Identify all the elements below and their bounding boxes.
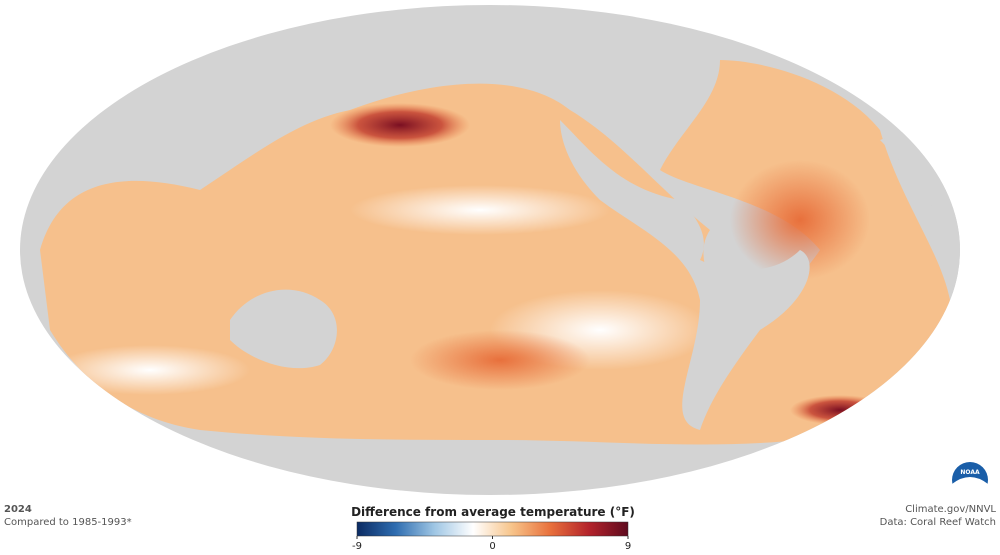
- source-credit: Climate.gov/NNVL: [905, 504, 996, 515]
- data-credit: Data: Coral Reef Watch: [880, 517, 996, 528]
- cool-patch: [50, 345, 250, 395]
- land-africa-europe: [880, 100, 960, 360]
- colorbar-tick-label: 9: [625, 541, 631, 552]
- land-americas: [560, 120, 810, 430]
- heat-patch: [330, 103, 470, 147]
- noaa-logo: NOAA: [952, 462, 988, 502]
- colorbar-tick-label: 0: [489, 541, 495, 552]
- year: 2024: [4, 504, 32, 515]
- heat-patch: [790, 395, 890, 425]
- baseline: Compared to 1985-1993*: [4, 517, 132, 528]
- colorbar: [356, 521, 629, 537]
- land-australia: [230, 289, 337, 369]
- logo-text: NOAA: [960, 469, 980, 476]
- colorbar-title: Difference from average temperature (°F): [351, 505, 635, 519]
- warm-patch: [410, 330, 590, 390]
- warm-patch: [730, 160, 870, 280]
- colorbar-tick-label: -9: [352, 541, 362, 552]
- cool-patch: [350, 185, 610, 235]
